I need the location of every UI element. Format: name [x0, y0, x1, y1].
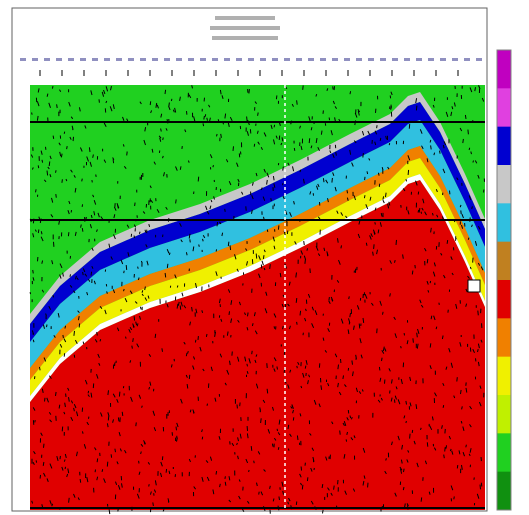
axis-label-smudge — [32, 58, 38, 61]
axis-label-smudge — [248, 58, 254, 61]
colorbar-swatch — [497, 203, 511, 243]
axis-label-smudge — [152, 58, 158, 61]
axis-label-smudge — [284, 58, 290, 61]
colorbar-swatch — [497, 165, 511, 204]
seismic-section — [29, 85, 485, 515]
axis-label-smudge — [476, 58, 482, 61]
axis-label-smudge — [20, 58, 26, 61]
red-zone — [30, 180, 485, 510]
axis-label-smudge — [224, 58, 230, 61]
axis-label-smudge — [296, 58, 302, 61]
colorbar-swatch — [497, 88, 511, 128]
colorbar-swatch — [497, 471, 511, 511]
axis-label-smudge — [308, 58, 314, 61]
axis-label-smudge — [104, 58, 110, 61]
axis-label-smudge — [236, 58, 242, 61]
axis-label-smudge — [68, 58, 74, 61]
title-smudge — [215, 16, 275, 20]
colorbar-swatch — [497, 280, 511, 319]
axis-label-smudge — [332, 58, 338, 61]
marker — [467, 279, 481, 293]
colorbar-swatch — [497, 356, 511, 396]
axis-label-smudge — [344, 58, 350, 61]
axis-label-smudge — [428, 58, 434, 61]
top-axis — [20, 58, 482, 76]
axis-label-smudge — [368, 58, 374, 61]
axis-label-smudge — [272, 58, 278, 61]
title-smudge — [210, 26, 280, 30]
title-smudge — [212, 36, 278, 40]
axis-label-smudge — [116, 58, 122, 61]
colorbar — [496, 49, 512, 511]
colorbar-swatch — [497, 433, 511, 473]
colorbar-swatch — [497, 318, 511, 358]
colorbar-swatch — [497, 126, 511, 166]
axis-label-smudge — [416, 58, 422, 61]
axis-label-smudge — [56, 58, 62, 61]
axis-label-smudge — [356, 58, 362, 61]
axis-label-smudge — [320, 58, 326, 61]
axis-label-smudge — [92, 58, 98, 61]
axis-label-smudge — [440, 58, 446, 61]
title-block — [210, 16, 280, 40]
noise — [29, 85, 485, 515]
axis-label-smudge — [380, 58, 386, 61]
colorbar-swatch — [497, 395, 511, 434]
axis-label-smudge — [176, 58, 182, 61]
axis-label-smudge — [140, 58, 146, 61]
colorbar-swatch — [497, 50, 511, 89]
axis-label-smudge — [80, 58, 86, 61]
axis-label-smudge — [404, 58, 410, 61]
axis-label-smudge — [392, 58, 398, 61]
axis-label-smudge — [260, 58, 266, 61]
axis-label-smudge — [452, 58, 458, 61]
axis-label-smudge — [188, 58, 194, 61]
colorbar-border — [496, 49, 512, 511]
colorbar-swatch — [497, 241, 511, 281]
axis-label-smudge — [164, 58, 170, 61]
axis-label-smudge — [464, 58, 470, 61]
axis-label-smudge — [212, 58, 218, 61]
axis-label-smudge — [44, 58, 50, 61]
axis-label-smudge — [128, 58, 134, 61]
axis-label-smudge — [200, 58, 206, 61]
